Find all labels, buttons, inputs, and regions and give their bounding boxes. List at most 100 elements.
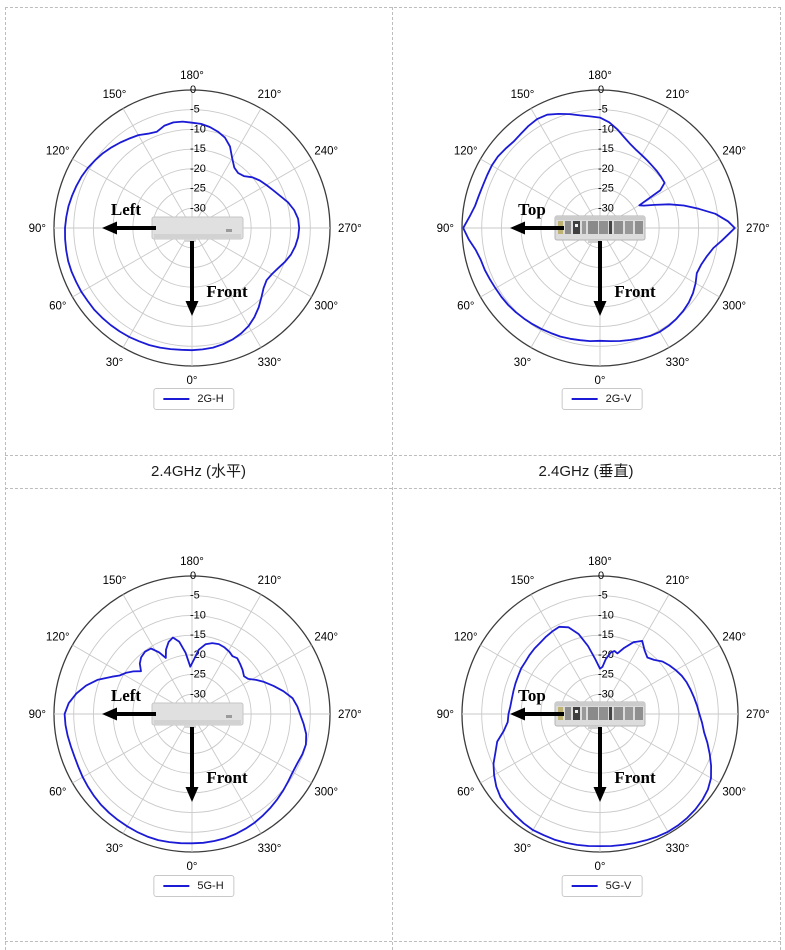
radiation-curve-5g-h bbox=[63, 636, 308, 845]
r-tick-label--10: -10 bbox=[190, 123, 206, 135]
grid-spoke bbox=[599, 227, 670, 348]
theta-label-90: 90° bbox=[29, 223, 46, 235]
arrowhead bbox=[510, 221, 525, 235]
direction-arrows bbox=[102, 221, 199, 316]
theta-label-0: 0° bbox=[187, 375, 198, 387]
legend-label: 5G-H bbox=[197, 880, 224, 892]
r-tick-label--15: -15 bbox=[598, 143, 614, 155]
theta-label-210: 210° bbox=[666, 575, 690, 587]
theta-label-120: 120° bbox=[454, 632, 478, 644]
r-tick-label-0: 0 bbox=[190, 570, 196, 582]
grid-spoke bbox=[191, 594, 262, 715]
grid-spoke bbox=[122, 227, 193, 348]
theta-label-240: 240° bbox=[722, 632, 746, 644]
theta-label-150: 150° bbox=[511, 89, 535, 101]
arrowhead bbox=[102, 221, 117, 235]
legend-label: 2G-V bbox=[605, 393, 632, 405]
theta-label-330: 330° bbox=[258, 357, 282, 369]
theta-label-180: 180° bbox=[588, 70, 612, 82]
theta-label-90: 90° bbox=[437, 223, 454, 235]
arrowhead bbox=[185, 301, 199, 316]
radiation-curve-5g-v bbox=[492, 625, 712, 847]
theta-label-300: 300° bbox=[722, 301, 746, 313]
grid-spoke bbox=[122, 594, 193, 715]
r-tick-label--5: -5 bbox=[190, 104, 200, 116]
legend-label: 2G-H bbox=[197, 393, 224, 405]
legend-label: 5G-V bbox=[605, 880, 632, 892]
theta-label-30: 30° bbox=[106, 843, 123, 855]
theta-label-270: 270° bbox=[338, 709, 362, 721]
theta-label-0: 0° bbox=[595, 861, 606, 873]
table-border-middle bbox=[392, 7, 393, 950]
theta-label-60: 60° bbox=[49, 787, 66, 799]
r-tick-label--10: -10 bbox=[598, 123, 614, 135]
theta-label-300: 300° bbox=[314, 301, 338, 313]
legend-2g-v: 2G-V bbox=[561, 388, 643, 410]
r-tick-label--5: -5 bbox=[598, 590, 608, 602]
legend-line-swatch bbox=[163, 885, 190, 887]
top-arrow-label-5g-v: Top bbox=[518, 686, 546, 705]
theta-label-90: 90° bbox=[29, 709, 46, 721]
theta-label-150: 150° bbox=[103, 575, 127, 587]
table-border-bottom-row bbox=[5, 941, 781, 942]
legend-5g-v: 5G-V bbox=[561, 875, 643, 897]
arrowhead bbox=[593, 301, 607, 316]
grid-spoke bbox=[191, 227, 262, 348]
grid-spoke bbox=[191, 108, 262, 229]
grid-spoke bbox=[122, 108, 193, 229]
direction-arrows bbox=[510, 221, 607, 316]
grid-spoke bbox=[530, 594, 601, 715]
legend-line-swatch bbox=[571, 398, 598, 400]
r-tick-label--5: -5 bbox=[598, 104, 608, 116]
theta-label-300: 300° bbox=[722, 787, 746, 799]
theta-label-60: 60° bbox=[457, 301, 474, 313]
theta-label-210: 210° bbox=[258, 89, 282, 101]
r-tick-label--20: -20 bbox=[598, 163, 614, 175]
theta-label-180: 180° bbox=[180, 70, 204, 82]
theta-label-30: 30° bbox=[514, 843, 531, 855]
front-arrow-label-2g-v: Front bbox=[614, 282, 656, 301]
r-tick-label--5: -5 bbox=[190, 590, 200, 602]
table-border-top bbox=[5, 7, 781, 8]
grid-spoke bbox=[530, 108, 601, 229]
front-arrow-label-2g-h: Front bbox=[206, 282, 248, 301]
theta-label-30: 30° bbox=[106, 357, 123, 369]
grid-spoke bbox=[599, 594, 670, 715]
theta-label-0: 0° bbox=[187, 861, 198, 873]
theta-label-210: 210° bbox=[258, 575, 282, 587]
grid-spoke bbox=[191, 713, 262, 834]
legend-5g-h: 5G-H bbox=[153, 875, 235, 897]
polar-plot-2g-h: 0° 30° 60° 90° 120° 150° 180° 210° 240° 270° 300° 3… bbox=[29, 70, 362, 387]
r-tick-label--30: -30 bbox=[598, 202, 614, 214]
theta-label-270: 270° bbox=[338, 223, 362, 235]
polar-plot-5g-h: 0° 30° 60° 90° 120° 150° 180° 210° 240° 270° 300° 3… bbox=[29, 556, 362, 873]
theta-label-240: 240° bbox=[314, 632, 338, 644]
theta-label-240: 240° bbox=[314, 146, 338, 158]
r-tick-label-0: 0 bbox=[190, 84, 196, 96]
r-tick-label--30: -30 bbox=[190, 202, 206, 214]
polar-plot-5g-v: 0° 30° 60° 90° 120° 150° 180° 210° 240° 270° 300° 3… bbox=[437, 556, 770, 873]
router-device-rear bbox=[554, 215, 646, 243]
table-border-caption-top bbox=[5, 455, 781, 456]
theta-label-330: 330° bbox=[666, 843, 690, 855]
arrowhead bbox=[510, 707, 525, 721]
theta-label-0: 0° bbox=[595, 375, 606, 387]
front-arrow-label-5g-v: Front bbox=[614, 768, 656, 787]
theta-label-120: 120° bbox=[46, 146, 70, 158]
front-arrow-label-5g-h: Front bbox=[206, 768, 248, 787]
arrowhead bbox=[102, 707, 117, 721]
arrowhead bbox=[593, 787, 607, 802]
theta-label-150: 150° bbox=[511, 575, 535, 587]
r-tick-label--25: -25 bbox=[598, 183, 614, 195]
radiation-curve-2g-h bbox=[64, 120, 301, 352]
r-tick-label-0: 0 bbox=[598, 570, 604, 582]
r-tick-label--20: -20 bbox=[190, 163, 206, 175]
r-tick-label-0: 0 bbox=[598, 84, 604, 96]
left-arrow-label-2g-h: Left bbox=[110, 200, 142, 219]
caption-2-4ghz-vertical: 2.4GHz (垂直) bbox=[538, 463, 634, 480]
theta-label-120: 120° bbox=[454, 146, 478, 158]
theta-label-90: 90° bbox=[437, 709, 454, 721]
theta-label-270: 270° bbox=[746, 223, 770, 235]
r-tick-label--15: -15 bbox=[598, 629, 614, 641]
